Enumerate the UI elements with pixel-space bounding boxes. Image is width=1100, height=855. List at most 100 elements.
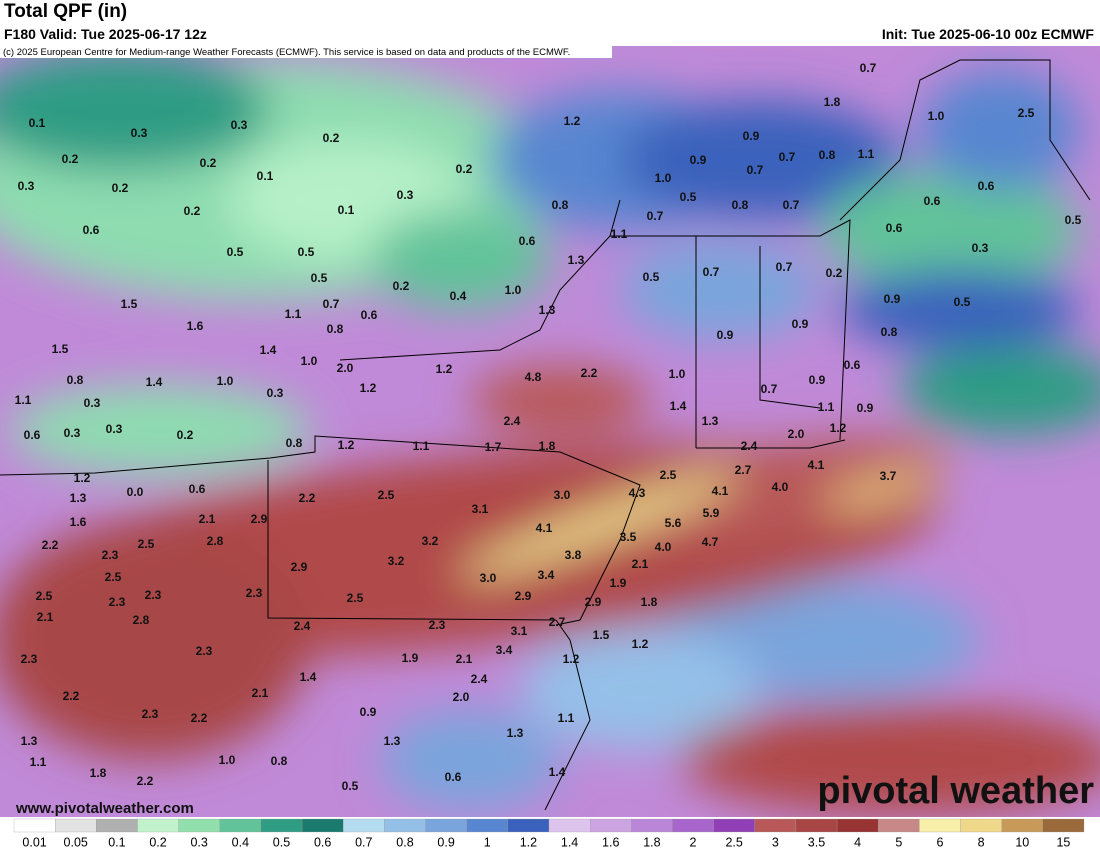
map-value-label: 2.8: [133, 613, 150, 627]
map-value-label: 2.9: [515, 589, 532, 603]
map-value-label: 1.0: [655, 171, 672, 185]
map-value-label: 3.4: [496, 643, 513, 657]
map-value-label: 0.3: [267, 386, 284, 400]
map-value-label: 4.0: [772, 480, 789, 494]
legend-swatch: [754, 818, 797, 833]
map-value-label: 1.5: [52, 342, 69, 356]
map-value-label: 0.5: [680, 190, 697, 204]
map-value-label: 0.5: [643, 270, 660, 284]
map-value-label: 0.9: [690, 153, 707, 167]
map-value-label: 2.9: [291, 560, 308, 574]
map-value-label: 0.1: [257, 169, 274, 183]
map-value-label: 2.3: [196, 644, 213, 658]
map-value-label: 0.3: [18, 179, 35, 193]
logo: pivotal weather: [817, 770, 1094, 812]
map-value-label: 0.2: [62, 152, 79, 166]
legend-label: 0.9: [437, 835, 454, 849]
map-value-label: 0.9: [743, 129, 760, 143]
map-value-label: 2.3: [142, 707, 159, 721]
map-value-label: 1.6: [70, 515, 87, 529]
map-value-label: 1.1: [818, 400, 835, 414]
map-value-label: 0.9: [857, 401, 874, 415]
map-value-label: 1.4: [549, 765, 566, 779]
map-value-label: 1.8: [824, 95, 841, 109]
map-value-label: 1.4: [300, 670, 317, 684]
map-value-label: 1.2: [564, 114, 581, 128]
map-value-label: 2.5: [378, 488, 395, 502]
map-value-label: 2.2: [42, 538, 59, 552]
map-value-label: 1.4: [260, 343, 277, 357]
map-value-label: 0.7: [779, 150, 796, 164]
map-value-label: 2.9: [251, 512, 268, 526]
legend: 0.01 0.05 0.1 0.2 0.3 0.4 0.5 0.6 0.7 0.8 0.9 1 1.2 1…: [13, 818, 1085, 849]
map-value-label: 0.7: [776, 260, 793, 274]
map-value-label: 0.1: [338, 203, 355, 217]
legend-swatch: [384, 818, 426, 833]
map-value-label: 0.2: [200, 156, 217, 170]
map-value-label: 3.5: [620, 530, 637, 544]
map-value-label: 1.2: [436, 362, 453, 376]
map-value-label: 2.2: [63, 689, 80, 703]
legend-swatch: [836, 818, 879, 833]
map-value-label: 0.6: [886, 221, 903, 235]
map-value-label: 5.6: [665, 516, 682, 530]
legend-label: 1.2: [520, 835, 537, 849]
map-value-label: 2.0: [788, 427, 805, 441]
legend-label: 5: [895, 835, 902, 849]
map-value-label: 1.0: [928, 109, 945, 123]
map-value-label: 2.9: [585, 595, 602, 609]
legend-label: 0.5: [273, 835, 290, 849]
legend-label: 8: [978, 835, 985, 849]
legend-swatch: [1042, 818, 1085, 833]
map-value-label: 1.6: [187, 319, 204, 333]
map-value-label: 2.4: [471, 672, 488, 686]
map-value-label: 1.2: [830, 421, 847, 435]
map-value-label: 1.1: [15, 393, 32, 407]
map-value-label: 2.1: [456, 652, 473, 666]
map-value-label: 0.4: [450, 289, 467, 303]
legend-label: 0.8: [396, 835, 413, 849]
map-value-label: 4.8: [525, 370, 542, 384]
legend-label: 1: [484, 835, 491, 849]
legend-swatch: [1001, 818, 1043, 833]
map-value-label: 2.2: [191, 711, 208, 725]
map-value-label: 2.1: [37, 610, 54, 624]
legend-label: 10: [1015, 835, 1029, 849]
map-value-label: 0.5: [1065, 213, 1082, 227]
map-value-label: 0.2: [184, 204, 201, 218]
map-value-label: 0.8: [881, 325, 898, 339]
map-value-label: 0.6: [978, 179, 995, 193]
map-value-label: 0.3: [106, 422, 123, 436]
credit: (c) 2025 European Centre for Medium-rang…: [3, 47, 570, 58]
map-value-label: 0.3: [64, 426, 81, 440]
map-value-label: 1.2: [563, 652, 580, 666]
map-value-label: 0.9: [792, 317, 809, 331]
map-value-label: 0.7: [783, 198, 800, 212]
map-value-label: 1.8: [539, 439, 556, 453]
map-value-label: 1.5: [593, 628, 610, 642]
map-value-label: 1.3: [70, 491, 87, 505]
map-value-label: 1.2: [360, 381, 377, 395]
map-value-label: 2.5: [660, 468, 677, 482]
map-value-label: 1.9: [610, 576, 627, 590]
legend-label: 2: [690, 835, 697, 849]
map-value-label: 2.0: [453, 690, 470, 704]
map-value-label: 2.8: [207, 534, 224, 548]
map-value-label: 1.0: [301, 354, 318, 368]
credit-bg: [0, 46, 612, 58]
map-value-label: 0.8: [732, 198, 749, 212]
legend-swatch: [425, 818, 467, 833]
map-value-label: 3.8: [565, 548, 582, 562]
map-value-label: 1.2: [338, 438, 355, 452]
map-value-label: 0.3: [231, 118, 248, 132]
map-value-label: 2.2: [299, 491, 316, 505]
init-time: Init: Tue 2025-06-10 00z ECMWF: [882, 26, 1095, 42]
map-value-label: 1.7: [485, 440, 502, 454]
map-value-label: 0.8: [271, 754, 288, 768]
legend-label: 0.3: [190, 835, 207, 849]
legend-swatch: [878, 818, 920, 833]
legend-swatch: [590, 818, 632, 833]
map-value-label: 1.2: [632, 637, 649, 651]
map-value-label: 0.3: [972, 241, 989, 255]
legend-label: 0.05: [64, 835, 88, 849]
